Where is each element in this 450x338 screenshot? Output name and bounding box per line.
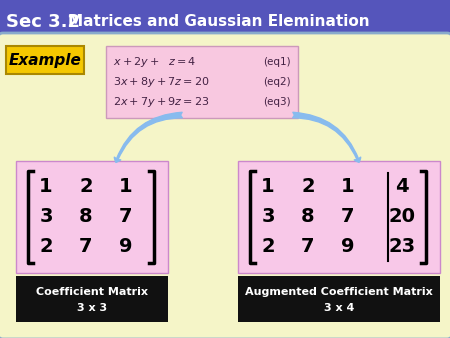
Text: 23: 23 (388, 238, 415, 257)
Text: Sec 3.2: Sec 3.2 (6, 13, 80, 31)
Text: 9: 9 (341, 238, 355, 257)
Text: 3: 3 (39, 208, 53, 226)
FancyBboxPatch shape (0, 33, 450, 338)
Text: 3 x 3: 3 x 3 (77, 303, 107, 313)
Text: 9: 9 (119, 238, 133, 257)
Text: 2: 2 (79, 177, 93, 196)
Text: 2: 2 (261, 238, 275, 257)
Text: Coefficient Matrix: Coefficient Matrix (36, 287, 148, 297)
Text: 2: 2 (39, 238, 53, 257)
Text: 1: 1 (39, 177, 53, 196)
FancyBboxPatch shape (0, 0, 450, 42)
Text: 4: 4 (395, 177, 409, 196)
Text: 7: 7 (119, 208, 133, 226)
FancyBboxPatch shape (238, 276, 440, 322)
FancyBboxPatch shape (106, 46, 298, 118)
FancyBboxPatch shape (238, 161, 440, 273)
Text: 3 x 4: 3 x 4 (324, 303, 354, 313)
Text: Matrices and Gaussian Elemination: Matrices and Gaussian Elemination (68, 15, 369, 29)
Text: (eq1): (eq1) (263, 57, 291, 67)
Text: (eq3): (eq3) (263, 97, 291, 107)
Text: 2: 2 (301, 177, 315, 196)
Text: 7: 7 (301, 238, 315, 257)
FancyBboxPatch shape (6, 46, 84, 74)
Text: Augmented Coefficient Matrix: Augmented Coefficient Matrix (245, 287, 433, 297)
Text: 20: 20 (388, 208, 415, 226)
FancyBboxPatch shape (16, 276, 168, 322)
Text: 8: 8 (301, 208, 315, 226)
Text: 1: 1 (341, 177, 355, 196)
Text: 7: 7 (341, 208, 355, 226)
Text: Example: Example (9, 53, 81, 69)
Text: (eq2): (eq2) (263, 77, 291, 87)
Text: $2x+7y+9z=23$: $2x+7y+9z=23$ (113, 95, 209, 109)
FancyBboxPatch shape (16, 161, 168, 273)
Text: 1: 1 (119, 177, 133, 196)
Text: 7: 7 (79, 238, 93, 257)
Text: $3x+8y+7z=20$: $3x+8y+7z=20$ (113, 75, 210, 89)
Text: 8: 8 (79, 208, 93, 226)
Text: $x+2y+\ \ z=4$: $x+2y+\ \ z=4$ (113, 55, 196, 69)
Text: 3: 3 (261, 208, 275, 226)
Text: 1: 1 (261, 177, 275, 196)
